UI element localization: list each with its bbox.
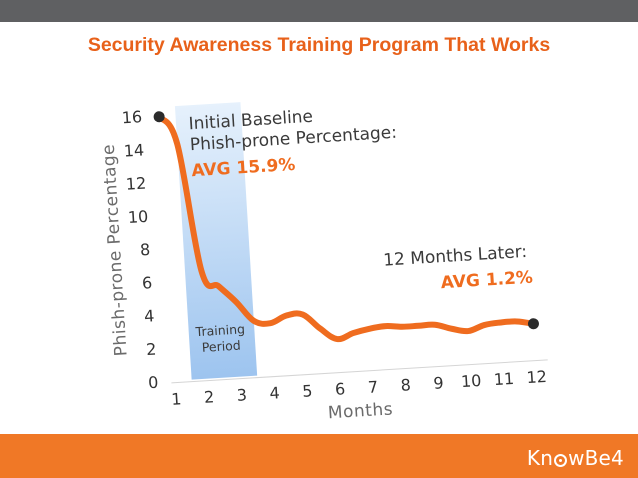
y-axis-ticks: 0 2 4 6 8 10 12 14 16 (121, 107, 159, 393)
y-tick-label: 0 (148, 373, 159, 393)
x-tick-label: 2 (203, 387, 214, 407)
start-point-marker (153, 111, 165, 123)
x-tick-label: 1 (171, 389, 182, 409)
knowbe4-logo: Kn wBe4 (527, 446, 624, 470)
training-period-label-line1: Training (194, 321, 245, 339)
x-tick-label: 9 (433, 373, 444, 393)
annotation-later-value: AVG 1.2% (440, 268, 533, 294)
end-point-marker (527, 318, 539, 330)
phish-prone-series-line (156, 113, 537, 343)
y-tick-label: 16 (121, 107, 142, 127)
footer-bar (0, 434, 638, 478)
logo-eye-icon (554, 454, 568, 467)
x-tick-label: 12 (526, 367, 547, 387)
x-axis-ticks: 1 2 3 4 5 6 7 8 9 10 11 12 (171, 367, 548, 409)
x-axis-line (171, 359, 548, 384)
x-tick-label: 3 (236, 385, 247, 405)
slide-title: Security Awareness Training Program That… (87, 34, 551, 56)
y-tick-label: 2 (146, 339, 157, 359)
x-axis-title: Months (327, 399, 393, 423)
y-tick-label: 10 (127, 207, 148, 227)
y-tick-label: 12 (125, 174, 146, 194)
endpoint-markers (153, 111, 539, 330)
x-tick-label: 4 (269, 383, 280, 403)
x-tick-label: 11 (493, 369, 514, 389)
x-tick-label: 7 (367, 377, 378, 397)
header-bar (0, 0, 638, 22)
x-tick-label: 8 (400, 375, 411, 395)
y-tick-label: 14 (123, 140, 144, 160)
annotation-later-line1: 12 Months Later: (383, 242, 528, 271)
x-tick-label: 5 (302, 381, 313, 401)
x-tick-label: 10 (460, 371, 481, 391)
logo-text-end: wBe4 (568, 446, 624, 470)
training-period-label-line2: Period (201, 338, 241, 355)
y-tick-label: 8 (139, 240, 150, 260)
x-tick-label: 6 (335, 379, 346, 399)
training-period-band (174, 102, 258, 380)
logo-text-start: Kn (526, 446, 554, 470)
y-tick-label: 4 (144, 306, 155, 326)
y-tick-label: 6 (141, 273, 152, 293)
